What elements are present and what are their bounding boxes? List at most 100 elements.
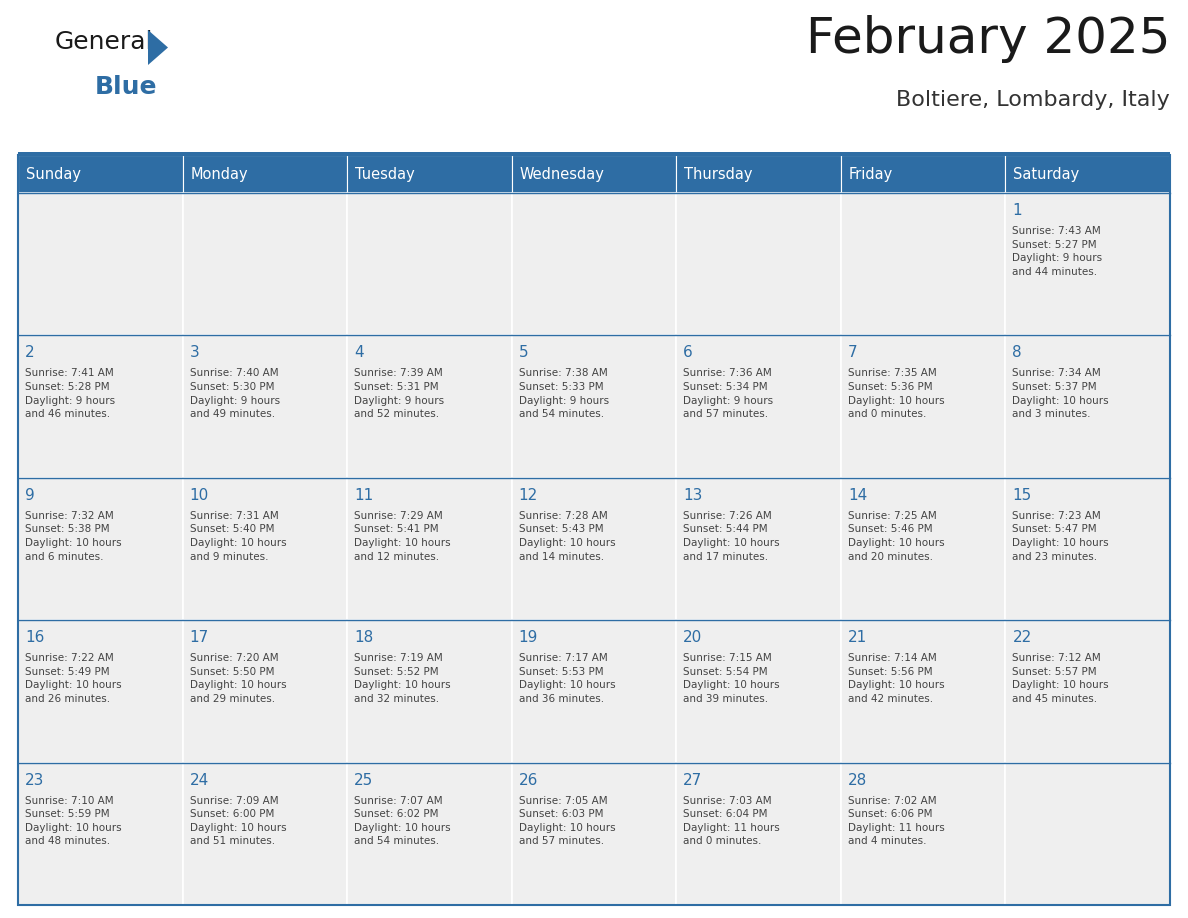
Bar [18,193,183,335]
Bar [1005,155,1170,193]
Bar [841,477,1005,621]
Bar [841,335,1005,477]
Bar [18,621,183,763]
Bar [1005,621,1170,763]
Bar [676,621,841,763]
Text: Sunrise: 7:17 AM
Sunset: 5:53 PM
Daylight: 10 hours
and 36 minutes.: Sunrise: 7:17 AM Sunset: 5:53 PM Dayligh… [519,654,615,704]
Text: Sunrise: 7:20 AM
Sunset: 5:50 PM
Daylight: 10 hours
and 29 minutes.: Sunrise: 7:20 AM Sunset: 5:50 PM Dayligh… [190,654,286,704]
Bar [676,335,841,477]
Bar [512,763,676,905]
Text: Boltiere, Lombardy, Italy: Boltiere, Lombardy, Italy [896,90,1170,110]
Text: Saturday: Saturday [1013,166,1080,182]
Bar [1005,477,1170,621]
Text: Wednesday: Wednesday [519,166,605,182]
Text: Sunday: Sunday [26,166,81,182]
Bar [183,155,347,193]
Text: Sunrise: 7:40 AM
Sunset: 5:30 PM
Daylight: 9 hours
and 49 minutes.: Sunrise: 7:40 AM Sunset: 5:30 PM Dayligh… [190,368,279,420]
Text: 25: 25 [354,773,373,788]
Text: 13: 13 [683,487,702,503]
Text: Sunrise: 7:02 AM
Sunset: 6:06 PM
Daylight: 11 hours
and 4 minutes.: Sunrise: 7:02 AM Sunset: 6:06 PM Dayligh… [848,796,944,846]
Bar [347,477,512,621]
Text: 15: 15 [1012,487,1031,503]
Text: Sunrise: 7:22 AM
Sunset: 5:49 PM
Daylight: 10 hours
and 26 minutes.: Sunrise: 7:22 AM Sunset: 5:49 PM Dayligh… [25,654,121,704]
Bar [1005,763,1170,905]
Bar [347,335,512,477]
Text: 17: 17 [190,630,209,645]
Text: 27: 27 [683,773,702,788]
Text: Sunrise: 7:39 AM
Sunset: 5:31 PM
Daylight: 9 hours
and 52 minutes.: Sunrise: 7:39 AM Sunset: 5:31 PM Dayligh… [354,368,444,420]
Text: Sunrise: 7:35 AM
Sunset: 5:36 PM
Daylight: 10 hours
and 0 minutes.: Sunrise: 7:35 AM Sunset: 5:36 PM Dayligh… [848,368,944,420]
Text: Sunrise: 7:19 AM
Sunset: 5:52 PM
Daylight: 10 hours
and 32 minutes.: Sunrise: 7:19 AM Sunset: 5:52 PM Dayligh… [354,654,450,704]
Text: 16: 16 [25,630,44,645]
Bar [1005,335,1170,477]
Text: Sunrise: 7:09 AM
Sunset: 6:00 PM
Daylight: 10 hours
and 51 minutes.: Sunrise: 7:09 AM Sunset: 6:00 PM Dayligh… [190,796,286,846]
Text: Blue: Blue [95,75,158,99]
Text: Sunrise: 7:38 AM
Sunset: 5:33 PM
Daylight: 9 hours
and 54 minutes.: Sunrise: 7:38 AM Sunset: 5:33 PM Dayligh… [519,368,608,420]
Text: 12: 12 [519,487,538,503]
Bar [347,763,512,905]
Text: Sunrise: 7:41 AM
Sunset: 5:28 PM
Daylight: 9 hours
and 46 minutes.: Sunrise: 7:41 AM Sunset: 5:28 PM Dayligh… [25,368,115,420]
Text: Tuesday: Tuesday [355,166,415,182]
Bar [512,477,676,621]
Text: 9: 9 [25,487,34,503]
Bar [347,193,512,335]
Text: Sunrise: 7:03 AM
Sunset: 6:04 PM
Daylight: 11 hours
and 0 minutes.: Sunrise: 7:03 AM Sunset: 6:04 PM Dayligh… [683,796,781,846]
Bar [347,621,512,763]
Bar [676,477,841,621]
Text: February 2025: February 2025 [805,15,1170,63]
Text: Sunrise: 7:29 AM
Sunset: 5:41 PM
Daylight: 10 hours
and 12 minutes.: Sunrise: 7:29 AM Sunset: 5:41 PM Dayligh… [354,510,450,562]
Text: Sunrise: 7:10 AM
Sunset: 5:59 PM
Daylight: 10 hours
and 48 minutes.: Sunrise: 7:10 AM Sunset: 5:59 PM Dayligh… [25,796,121,846]
Text: 10: 10 [190,487,209,503]
Bar [676,155,841,193]
Text: Sunrise: 7:43 AM
Sunset: 5:27 PM
Daylight: 9 hours
and 44 minutes.: Sunrise: 7:43 AM Sunset: 5:27 PM Dayligh… [1012,226,1102,277]
Text: Friday: Friday [849,166,893,182]
Text: 11: 11 [354,487,373,503]
Text: 6: 6 [683,345,693,361]
Text: Sunrise: 7:05 AM
Sunset: 6:03 PM
Daylight: 10 hours
and 57 minutes.: Sunrise: 7:05 AM Sunset: 6:03 PM Dayligh… [519,796,615,846]
Bar [676,763,841,905]
Text: Sunrise: 7:26 AM
Sunset: 5:44 PM
Daylight: 10 hours
and 17 minutes.: Sunrise: 7:26 AM Sunset: 5:44 PM Dayligh… [683,510,779,562]
Text: 26: 26 [519,773,538,788]
Text: Sunrise: 7:07 AM
Sunset: 6:02 PM
Daylight: 10 hours
and 54 minutes.: Sunrise: 7:07 AM Sunset: 6:02 PM Dayligh… [354,796,450,846]
Text: 20: 20 [683,630,702,645]
Text: Sunrise: 7:31 AM
Sunset: 5:40 PM
Daylight: 10 hours
and 9 minutes.: Sunrise: 7:31 AM Sunset: 5:40 PM Dayligh… [190,510,286,562]
Bar [841,621,1005,763]
Bar [18,763,183,905]
Bar [512,193,676,335]
Bar [183,763,347,905]
Text: Sunrise: 7:32 AM
Sunset: 5:38 PM
Daylight: 10 hours
and 6 minutes.: Sunrise: 7:32 AM Sunset: 5:38 PM Dayligh… [25,510,121,562]
Text: Sunrise: 7:36 AM
Sunset: 5:34 PM
Daylight: 9 hours
and 57 minutes.: Sunrise: 7:36 AM Sunset: 5:34 PM Dayligh… [683,368,773,420]
Text: 5: 5 [519,345,529,361]
Text: Sunrise: 7:25 AM
Sunset: 5:46 PM
Daylight: 10 hours
and 20 minutes.: Sunrise: 7:25 AM Sunset: 5:46 PM Dayligh… [848,510,944,562]
Text: Monday: Monday [190,166,248,182]
Text: Thursday: Thursday [684,166,753,182]
Text: Sunrise: 7:14 AM
Sunset: 5:56 PM
Daylight: 10 hours
and 42 minutes.: Sunrise: 7:14 AM Sunset: 5:56 PM Dayligh… [848,654,944,704]
Polygon shape [148,30,168,65]
Text: 8: 8 [1012,345,1022,361]
Text: 7: 7 [848,345,858,361]
Text: 3: 3 [190,345,200,361]
Text: 2: 2 [25,345,34,361]
Text: Sunrise: 7:23 AM
Sunset: 5:47 PM
Daylight: 10 hours
and 23 minutes.: Sunrise: 7:23 AM Sunset: 5:47 PM Dayligh… [1012,510,1110,562]
Bar [18,152,1170,155]
Bar [183,621,347,763]
Text: 22: 22 [1012,630,1031,645]
Text: Sunrise: 7:15 AM
Sunset: 5:54 PM
Daylight: 10 hours
and 39 minutes.: Sunrise: 7:15 AM Sunset: 5:54 PM Dayligh… [683,654,779,704]
Bar [841,155,1005,193]
Bar [512,621,676,763]
Bar [841,763,1005,905]
Bar [18,155,1170,905]
Text: 23: 23 [25,773,44,788]
Bar [512,335,676,477]
Text: 18: 18 [354,630,373,645]
Text: General: General [55,30,153,54]
Bar [183,335,347,477]
Bar [347,155,512,193]
Bar [18,335,183,477]
Text: Sunrise: 7:28 AM
Sunset: 5:43 PM
Daylight: 10 hours
and 14 minutes.: Sunrise: 7:28 AM Sunset: 5:43 PM Dayligh… [519,510,615,562]
Text: 28: 28 [848,773,867,788]
Bar [18,155,183,193]
Bar [512,155,676,193]
Text: 21: 21 [848,630,867,645]
Text: 24: 24 [190,773,209,788]
